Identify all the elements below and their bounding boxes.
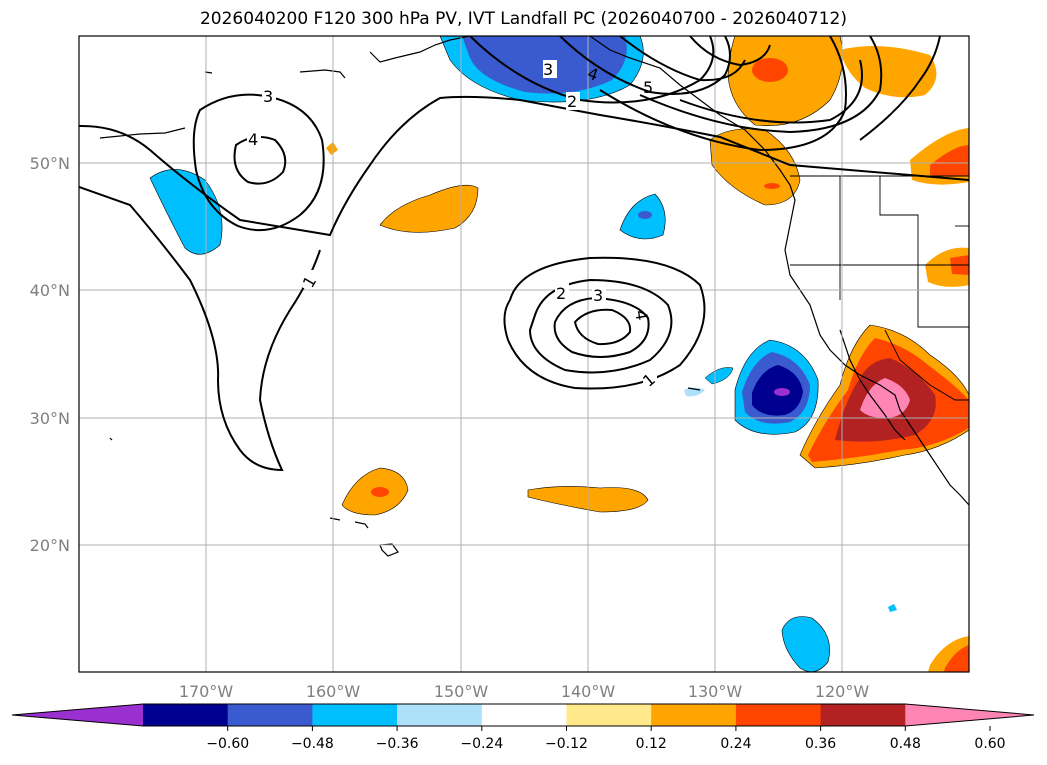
contour-label: 5 bbox=[643, 78, 653, 97]
political-borders bbox=[790, 175, 969, 401]
lon-label-160w: 160°W bbox=[306, 682, 361, 701]
figure-title: 2026040200 F120 300 hPa PV, IVT Landfall… bbox=[199, 9, 847, 29]
contour-2-mid bbox=[528, 278, 673, 374]
colorbar-segment bbox=[735, 704, 822, 726]
contour-1-west-tail bbox=[79, 186, 321, 472]
colorbar-tick-label: −0.12 bbox=[545, 736, 588, 752]
gridlines bbox=[79, 36, 969, 672]
contour-label: 4 bbox=[248, 130, 258, 149]
lon-label-120w: 120°W bbox=[815, 682, 870, 701]
lon-label-170w: 170°W bbox=[179, 682, 234, 701]
colorbar-tick-label: 0.24 bbox=[720, 736, 751, 752]
latitude-labels: 50°N 40°N 30°N 20°N bbox=[30, 154, 70, 555]
contour-label: 2 bbox=[567, 92, 577, 111]
lon-label-140w: 140°W bbox=[561, 682, 616, 701]
lon-label-150w: 150°W bbox=[434, 682, 489, 701]
coastlines bbox=[99, 36, 969, 557]
contour-label: 3 bbox=[543, 60, 553, 79]
contour-2-north bbox=[469, 36, 715, 104]
contour-4-west bbox=[233, 135, 287, 185]
colorbar-segment bbox=[312, 704, 398, 726]
contour-labels: 3 4 1 3 4 5 2 2 3 4 1 bbox=[247, 60, 659, 391]
colorbar-tick-label: 0.36 bbox=[805, 736, 836, 752]
colorbar-segment bbox=[397, 704, 483, 726]
contour-label: 4 bbox=[631, 309, 651, 322]
contour-1-west bbox=[79, 95, 969, 237]
pv-contours bbox=[79, 36, 969, 472]
contour-label: 3 bbox=[263, 87, 273, 106]
colorbar-segment bbox=[227, 704, 313, 726]
colorbar-segment bbox=[143, 704, 229, 726]
colorbar-extend-high bbox=[905, 704, 1034, 726]
colorbar-outline bbox=[11, 703, 1035, 727]
map-frame bbox=[78, 35, 970, 673]
contour-1-mid bbox=[503, 256, 706, 390]
lat-label-20n: 20°N bbox=[30, 536, 70, 555]
negative-anomaly-south bbox=[781, 616, 830, 672]
colorbar-tick-label: 0.48 bbox=[890, 736, 921, 752]
lat-label-50n: 50°N bbox=[30, 154, 70, 173]
lat-label-30n: 30°N bbox=[30, 409, 70, 428]
contour-label: 2 bbox=[556, 284, 566, 303]
colorbar-tick-label: −0.36 bbox=[376, 736, 419, 752]
positive-anomaly-central bbox=[379, 184, 479, 233]
colorbar-tick-label: 0.60 bbox=[974, 736, 1005, 752]
colorbar-tick-label: 0.12 bbox=[636, 736, 667, 752]
colorbar-tick-label: −0.60 bbox=[206, 736, 249, 752]
colorbar-extend-low bbox=[12, 704, 143, 726]
colorbar-segment bbox=[820, 704, 906, 726]
longitude-labels: 170°W 160°W 150°W 140°W 130°W 120°W bbox=[179, 682, 870, 701]
colorbar: −0.60 −0.48 −0.36 −0.24 −0.12 0.12 0.24 0.36 0.4… bbox=[11, 703, 1035, 752]
colorbar-segment bbox=[651, 704, 737, 726]
colorbar-segment bbox=[566, 704, 652, 726]
colorbar-tick-label: −0.24 bbox=[460, 736, 503, 752]
map-area: 3 4 1 3 4 5 2 2 3 4 1 bbox=[79, 36, 969, 672]
contour-label: 3 bbox=[593, 286, 603, 305]
contour-4-mid bbox=[573, 308, 632, 346]
lon-label-130w: 130°W bbox=[688, 682, 743, 701]
colorbar-tick-label: −0.48 bbox=[291, 736, 334, 752]
lat-label-40n: 40°N bbox=[30, 281, 70, 300]
colorbar-segment bbox=[481, 704, 567, 726]
contour-3-mid bbox=[553, 296, 650, 358]
